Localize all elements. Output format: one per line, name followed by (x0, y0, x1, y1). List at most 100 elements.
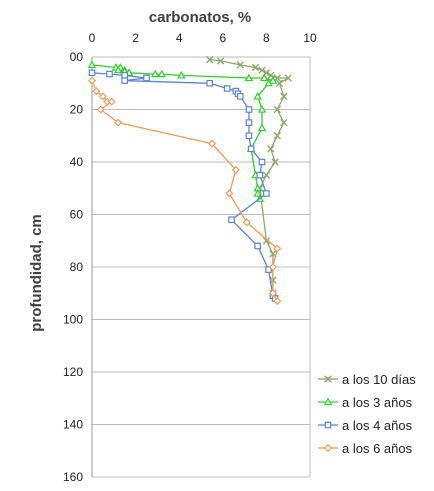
data-point (262, 237, 271, 245)
y-tick-label: 120 (63, 365, 83, 379)
data-point (242, 218, 251, 227)
y-tick-label: 160 (63, 470, 83, 484)
legend-label: a los 3 años (342, 395, 413, 410)
data-point (257, 123, 267, 132)
x-tick-label: 8 (263, 31, 270, 45)
data-point (254, 242, 262, 250)
data-point (98, 92, 107, 101)
data-point (245, 106, 253, 113)
data-point (258, 66, 266, 74)
data-point (280, 92, 288, 101)
chart-title: carbonatos, % (149, 9, 252, 26)
data-point (273, 132, 281, 140)
series-line (91, 64, 274, 200)
data-point (268, 76, 278, 84)
legend: a los 10 días a los 3 años a los 4 años a l… (318, 372, 416, 456)
data-point (206, 55, 214, 64)
legend-marker (323, 397, 333, 406)
data-point (273, 105, 281, 114)
data-point (256, 171, 264, 179)
data-point (113, 65, 123, 74)
data-point (206, 79, 214, 87)
y-tick-label: 40 (70, 155, 84, 169)
grid (91, 56, 311, 478)
y-tick-label: 60 (70, 208, 84, 222)
data-point (236, 93, 244, 100)
data-point (225, 189, 234, 198)
data-point (267, 145, 275, 153)
legend-marker (324, 375, 332, 383)
legend-label: a los 4 años (342, 418, 413, 433)
data-point (264, 78, 273, 87)
data-point (121, 72, 129, 79)
data-point (253, 189, 262, 197)
data-point (114, 118, 123, 127)
data-point (231, 165, 240, 174)
x-tick-label: 4 (176, 31, 183, 45)
series-line (91, 72, 276, 299)
data-point (273, 297, 282, 306)
data-point (262, 171, 271, 179)
legend-item: a los 10 días (318, 372, 416, 387)
data-point (273, 244, 282, 253)
data-point (88, 69, 96, 77)
data-point (216, 57, 225, 65)
data-point (236, 61, 244, 69)
series-4 (87, 76, 282, 306)
legend-marker (324, 421, 332, 429)
data-point (258, 158, 266, 166)
data-point (268, 262, 277, 272)
data-point (284, 74, 292, 82)
y-tick-label: 00 (70, 50, 84, 64)
x-tick-label: 10 (303, 31, 317, 45)
y-tick-label: 20 (70, 103, 84, 117)
x-tick-label: 0 (89, 31, 96, 45)
series-layer (87, 55, 292, 306)
data-point (273, 74, 281, 82)
data-point (96, 105, 105, 114)
data-point (228, 216, 235, 224)
y-tick-label: 100 (63, 313, 83, 327)
data-point (247, 145, 255, 153)
data-point (245, 132, 253, 140)
data-point (251, 63, 260, 72)
data-point (106, 70, 113, 78)
data-point (263, 190, 270, 197)
legend-item: a los 3 años (318, 395, 413, 410)
data-point (157, 69, 166, 78)
data-point (92, 87, 101, 96)
data-point (107, 97, 116, 106)
x-tick-label: 2 (132, 31, 139, 45)
legend-label: a los 10 días (342, 372, 416, 387)
data-point (151, 69, 160, 78)
data-point (265, 266, 272, 273)
data-point (275, 79, 284, 87)
y-axis-ticks: 00 20 40 60 80 100 120 140 160 (63, 50, 83, 484)
y-axis-label: profundidad, cm (28, 214, 45, 332)
x-axis-ticks: 0 2 4 6 8 10 (89, 31, 317, 45)
data-point (223, 85, 231, 92)
data-point (260, 73, 269, 82)
data-point (177, 70, 186, 79)
x-tick-label: 6 (219, 31, 226, 45)
data-point (121, 77, 129, 84)
legend-item: a los 6 años (318, 441, 413, 456)
data-point (271, 158, 279, 166)
y-tick-label: 80 (70, 260, 84, 274)
data-point (268, 289, 277, 298)
legend-label: a los 6 años (342, 441, 413, 456)
y-tick-label: 140 (63, 418, 83, 432)
data-point (244, 73, 254, 82)
series-line (209, 58, 289, 294)
series-1 (206, 55, 292, 297)
data-point (253, 91, 262, 100)
data-point (207, 139, 216, 148)
legend-item: a los 4 años (318, 418, 413, 433)
data-point (245, 119, 253, 126)
data-point (87, 60, 97, 69)
legend-marker (323, 443, 333, 453)
data-point (87, 76, 97, 85)
data-point (257, 105, 267, 113)
data-point (280, 118, 288, 127)
